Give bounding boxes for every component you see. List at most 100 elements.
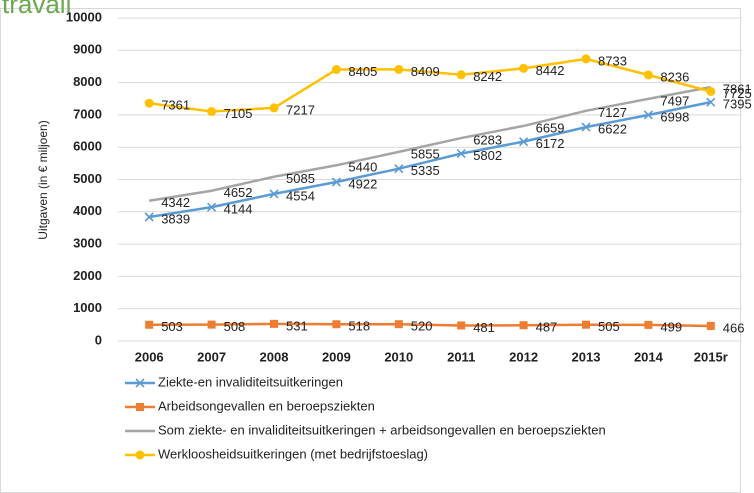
marker: [457, 321, 466, 330]
data-label: 6172: [536, 136, 565, 151]
data-label: 7127: [598, 105, 627, 120]
marker: [332, 320, 341, 329]
data-label: 481: [473, 320, 495, 335]
data-label: 5335: [411, 163, 440, 178]
marker: [331, 177, 341, 187]
marker: [582, 320, 590, 329]
data-label: 6659: [536, 120, 565, 135]
x-tick-label: 2008: [260, 349, 289, 364]
marker: [394, 164, 404, 174]
data-label: 4922: [348, 176, 377, 191]
chart-frame: [0, 8, 741, 493]
x-tick-label: 2013: [572, 349, 601, 364]
marker: [644, 320, 653, 329]
marker: [519, 63, 529, 73]
marker: [519, 137, 529, 147]
data-label: 4652: [224, 185, 253, 200]
legend-label: Arbeidsongevallen en beroepsziekten: [158, 398, 375, 413]
data-label: 8405: [348, 64, 377, 79]
data-label: 466: [723, 320, 745, 335]
data-label: 6622: [598, 122, 627, 137]
marker: [207, 202, 217, 212]
data-label: 7861: [723, 82, 752, 97]
y-tick-label: 9000: [73, 42, 102, 57]
data-label: 4144: [224, 202, 253, 217]
marker: [207, 107, 217, 117]
marker: [145, 320, 154, 329]
y-tick-label: 1000: [73, 300, 102, 315]
x-tick-label: 2011: [447, 349, 475, 364]
marker: [519, 321, 528, 330]
series-line: [149, 322, 711, 328]
legend-label: Ziekte-en invaliditeitsuitkeringen: [158, 374, 343, 389]
data-label: 7497: [660, 93, 689, 108]
marker: [144, 212, 154, 222]
y-tick-label: 8000: [73, 74, 102, 89]
y-tick-label: 0: [95, 332, 102, 347]
marker: [269, 103, 279, 113]
data-label: 7395: [723, 97, 752, 112]
data-label: 7105: [224, 106, 253, 121]
data-label: 8236: [660, 69, 689, 84]
y-tick-label: 3000: [73, 236, 102, 251]
x-tick-label: 2009: [322, 349, 351, 364]
y-tick-label: 4000: [73, 203, 102, 218]
data-label: 487: [536, 320, 558, 335]
data-label: 7217: [286, 102, 315, 117]
data-label: 5440: [348, 160, 377, 175]
marker: [643, 70, 653, 80]
marker: [456, 70, 466, 80]
data-label: 499: [660, 319, 682, 334]
marker: [706, 86, 716, 96]
data-label: 520: [411, 319, 433, 334]
data-label: 503: [161, 319, 183, 334]
marker: [706, 97, 716, 107]
marker: [269, 189, 279, 199]
y-tick-label: 5000: [73, 171, 102, 186]
data-label: 531: [286, 318, 308, 333]
chart-title: travail: [2, 0, 71, 19]
data-label: 5855: [411, 146, 440, 161]
legend-label: Som ziekte- en invaliditeitsuitkeringen …: [158, 422, 606, 437]
data-label: 3839: [161, 211, 190, 226]
series-line: [149, 57, 712, 113]
y-tick-label: 10000: [66, 9, 102, 24]
x-tick-label: 2014: [634, 349, 664, 364]
data-label: 508: [224, 319, 246, 334]
y-axis-label: Uitgaven (in € miljoen): [36, 120, 50, 239]
x-tick-label: 2015r: [694, 349, 728, 364]
marker: [706, 321, 715, 330]
data-label: 5802: [473, 148, 502, 163]
marker: [207, 320, 216, 329]
data-label: 4342: [161, 195, 190, 210]
series-line: [149, 85, 712, 202]
marker: [394, 64, 404, 74]
data-label: 6283: [473, 132, 502, 147]
data-label: 8409: [411, 64, 440, 79]
marker: [331, 65, 341, 75]
legend-label: Werkloosheidsuitkeringen (met bedrijfsto…: [158, 446, 428, 461]
y-tick-label: 2000: [73, 268, 102, 283]
marker: [456, 149, 466, 159]
x-tick-label: 2010: [384, 349, 413, 364]
marker: [135, 450, 145, 460]
data-label: 8242: [473, 69, 502, 84]
marker: [270, 319, 278, 328]
marker: [581, 54, 591, 64]
x-tick-label: 2007: [197, 349, 226, 364]
series-line: [149, 100, 712, 219]
data-label: 4554: [286, 188, 315, 203]
data-label: 5085: [286, 171, 315, 186]
marker: [394, 320, 403, 329]
data-label: 518: [348, 319, 370, 334]
marker: [135, 378, 145, 388]
marker: [643, 110, 653, 120]
data-label: 7361: [161, 98, 190, 113]
data-label: 6998: [660, 109, 689, 124]
data-label: 8442: [536, 63, 565, 78]
data-label: 505: [598, 319, 620, 334]
data-label: 7725: [723, 86, 752, 101]
data-label: 8733: [598, 53, 627, 68]
y-tick-label: 7000: [73, 106, 102, 121]
